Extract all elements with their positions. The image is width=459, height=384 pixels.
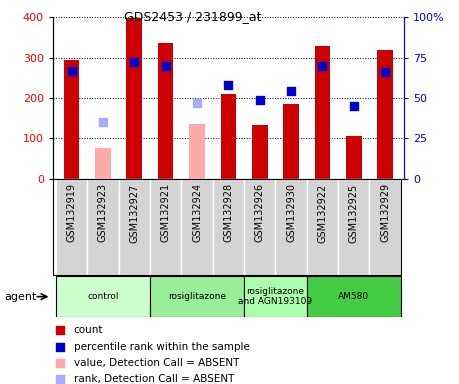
Point bbox=[319, 63, 326, 69]
Point bbox=[381, 69, 389, 75]
Point bbox=[56, 328, 63, 334]
Text: AM580: AM580 bbox=[338, 292, 369, 301]
Text: GSM132928: GSM132928 bbox=[224, 184, 233, 242]
Text: GSM132922: GSM132922 bbox=[318, 184, 327, 243]
Text: value, Detection Call = ABSENT: value, Detection Call = ABSENT bbox=[74, 358, 239, 368]
Point bbox=[162, 63, 169, 69]
Bar bbox=[307, 179, 338, 275]
Text: agent: agent bbox=[5, 291, 37, 302]
Point bbox=[193, 100, 201, 106]
Point bbox=[56, 376, 63, 382]
Bar bbox=[338, 179, 369, 275]
Point bbox=[225, 82, 232, 88]
Point bbox=[56, 360, 63, 366]
Text: count: count bbox=[74, 326, 103, 336]
Bar bbox=[244, 276, 307, 317]
Text: GSM132919: GSM132919 bbox=[67, 184, 77, 242]
Bar bbox=[56, 179, 87, 275]
Bar bbox=[150, 179, 181, 275]
Bar bbox=[181, 179, 213, 275]
Point bbox=[56, 344, 63, 350]
Bar bbox=[87, 179, 118, 275]
Bar bbox=[213, 179, 244, 275]
Text: rosiglitazone
and AGN193109: rosiglitazone and AGN193109 bbox=[238, 287, 313, 306]
Text: GSM132924: GSM132924 bbox=[192, 184, 202, 242]
Bar bbox=[314, 46, 330, 179]
Text: GSM132930: GSM132930 bbox=[286, 184, 296, 242]
Text: GDS2453 / 231899_at: GDS2453 / 231899_at bbox=[124, 10, 262, 23]
Bar bbox=[64, 60, 79, 179]
Point bbox=[131, 60, 138, 66]
Bar bbox=[252, 125, 268, 179]
Bar bbox=[346, 136, 362, 179]
Bar bbox=[220, 94, 236, 179]
Text: GSM132923: GSM132923 bbox=[98, 184, 108, 242]
Text: percentile rank within the sample: percentile rank within the sample bbox=[74, 342, 250, 352]
Text: GSM132925: GSM132925 bbox=[349, 184, 359, 243]
Point bbox=[256, 96, 263, 103]
Text: rosiglitazone: rosiglitazone bbox=[168, 292, 226, 301]
Bar bbox=[307, 276, 401, 317]
Bar bbox=[275, 179, 307, 275]
Bar bbox=[369, 179, 401, 275]
Bar bbox=[283, 104, 299, 179]
Point bbox=[287, 88, 295, 94]
Text: GSM132929: GSM132929 bbox=[380, 184, 390, 242]
Bar bbox=[118, 179, 150, 275]
Text: GSM132921: GSM132921 bbox=[161, 184, 171, 242]
Bar bbox=[158, 43, 174, 179]
Point bbox=[99, 119, 106, 125]
Bar bbox=[377, 50, 393, 179]
Bar bbox=[189, 124, 205, 179]
Text: rank, Detection Call = ABSENT: rank, Detection Call = ABSENT bbox=[74, 374, 234, 384]
Text: control: control bbox=[87, 292, 119, 301]
Bar bbox=[150, 276, 244, 317]
Text: GSM132926: GSM132926 bbox=[255, 184, 265, 242]
Point bbox=[68, 68, 75, 74]
Bar bbox=[56, 276, 150, 317]
Point bbox=[350, 103, 358, 109]
Bar bbox=[95, 148, 111, 179]
Bar bbox=[127, 18, 142, 179]
Text: GSM132927: GSM132927 bbox=[129, 184, 139, 243]
Bar bbox=[244, 179, 275, 275]
